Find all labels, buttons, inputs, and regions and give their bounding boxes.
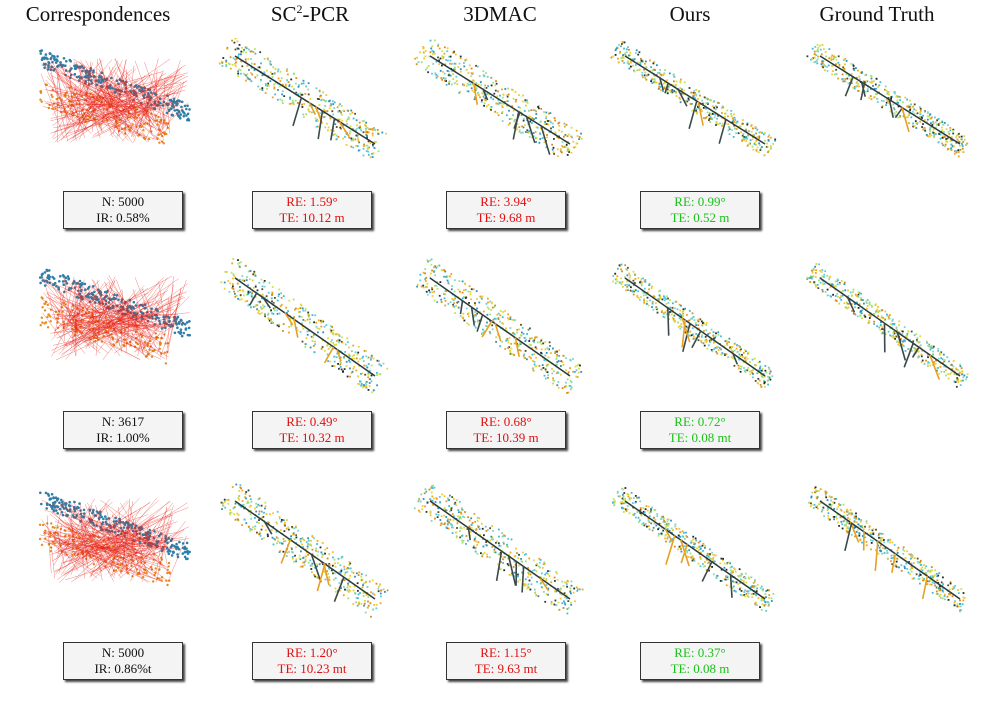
dmac-re-row3: RE: 1.15° [480,645,532,660]
ours-te-row3: TE: 0.08 m [670,661,730,676]
corr-ir-row2: IR: 1.00% [96,430,150,445]
sc2-metrics-box-row3: RE: 1.20° TE: 10.23 mt [252,642,372,680]
sc2-te-row2: TE: 10.32 m [279,430,345,445]
pointcloud-correspondences-row2 [10,255,200,395]
corr-stats-box-row1: N: 5000 IR: 0.58% [63,191,183,229]
ours-metrics-box-row1: RE: 0.99° TE: 0.52 m [640,191,760,229]
corr-ir-row1: IR: 0.58% [96,210,150,225]
sc2-te-row1: TE: 10.12 m [279,210,345,225]
dmac-re-row1: RE: 3.94° [480,194,532,209]
ours-re-row2: RE: 0.72° [674,414,726,429]
corr-stats-box-row2: N: 3617 IR: 1.00% [63,411,183,449]
pointcloud-ours-row1 [595,38,785,178]
pointcloud-correspondences-row3 [10,478,200,618]
corr-stats-box-row3: N: 5000 IR: 0.86%t [63,642,183,680]
ours-te-row2: TE: 0.08 mt [668,430,732,445]
header-ground-truth: Ground Truth [819,2,935,26]
header-sc2-pcr: SC2-PCR [270,2,350,26]
pointcloud-sc2-pcr-row3 [205,478,395,618]
dmac-metrics-box-row3: RE: 1.15° TE: 9.63 mt [446,642,566,680]
header-correspondences: Correspondences [25,2,171,26]
sc2-re-row1: RE: 1.59° [286,194,338,209]
sc2-metrics-box-row2: RE: 0.49° TE: 10.32 m [252,411,372,449]
ours-metrics-box-row2: RE: 0.72° TE: 0.08 mt [640,411,760,449]
pointcloud-ours-row2 [595,255,785,395]
pointcloud-correspondences-row1 [10,38,200,178]
dmac-te-row1: TE: 9.68 m [476,210,536,225]
dmac-te-row3: TE: 9.63 mt [474,661,538,676]
corr-n-row2: N: 3617 [101,414,145,429]
corr-n-row1: N: 5000 [101,194,145,209]
pointcloud-3dmac-row2 [400,255,590,395]
pointcloud-ours-row3 [595,478,785,618]
sc2-metrics-box-row1: RE: 1.59° TE: 10.12 m [252,191,372,229]
pointcloud-ground-truth-row2 [790,255,980,395]
sc2-te-row3: TE: 10.23 mt [277,661,347,676]
corr-ir-row3: IR: 0.86%t [94,661,152,676]
sc2-re-row2: RE: 0.49° [286,414,338,429]
ours-re-row1: RE: 0.99° [674,194,726,209]
sc2-re-row3: RE: 1.20° [286,645,338,660]
ours-re-row3: RE: 0.37° [674,645,726,660]
pointcloud-ground-truth-row3 [790,478,980,618]
dmac-re-row2: RE: 0.68° [480,414,532,429]
pointcloud-sc2-pcr-row2 [205,255,395,395]
pointcloud-ground-truth-row1 [790,38,980,178]
ours-metrics-box-row3: RE: 0.37° TE: 0.08 m [640,642,760,680]
pointcloud-sc2-pcr-row1 [205,38,395,178]
corr-n-row3: N: 5000 [101,645,145,660]
header-3dmac: 3DMAC [463,2,537,26]
header-ours: Ours [669,2,711,26]
pointcloud-3dmac-row3 [400,478,590,618]
dmac-te-row2: TE: 10.39 m [473,430,539,445]
dmac-metrics-box-row1: RE: 3.94° TE: 9.68 m [446,191,566,229]
ours-te-row1: TE: 0.52 m [670,210,730,225]
dmac-metrics-box-row2: RE: 0.68° TE: 10.39 m [446,411,566,449]
pointcloud-3dmac-row1 [400,38,590,178]
